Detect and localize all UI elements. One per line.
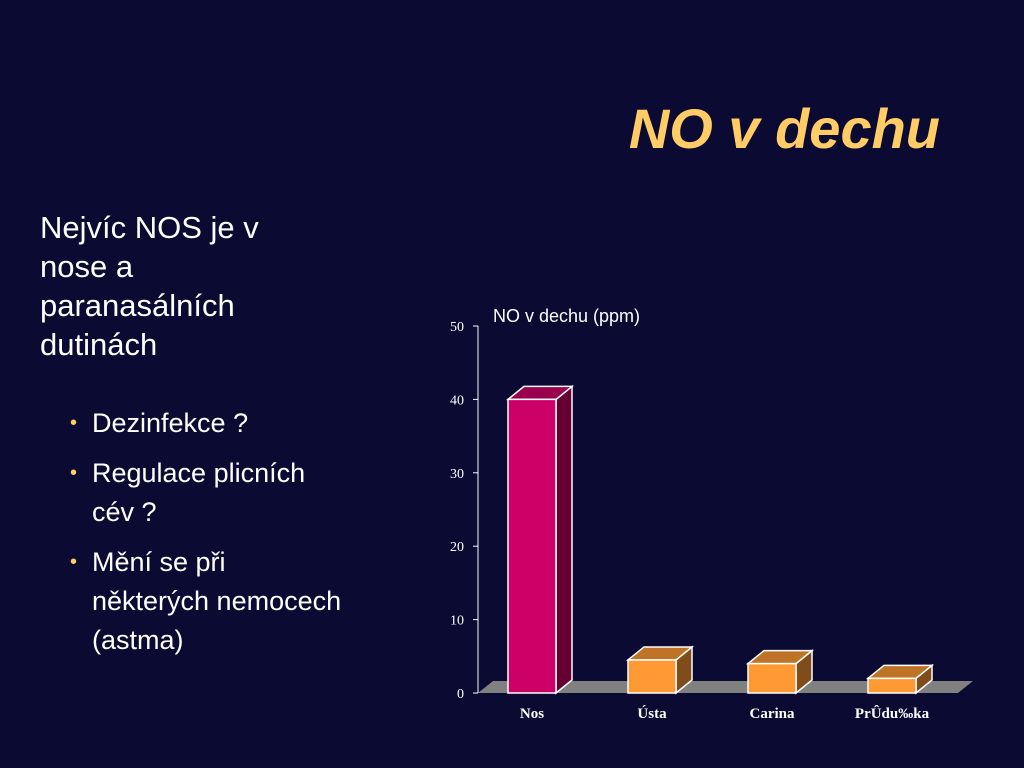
bullet-line: Regulace plicních	[92, 458, 306, 488]
heading-line: Nejvíc NOS je v	[40, 210, 259, 245]
floor	[478, 681, 973, 693]
bullet-line: Dezinfekce ?	[92, 408, 249, 438]
bullet: Dezinfekce ?	[70, 404, 341, 443]
x-tick-label: PrÛdu‰ka	[855, 705, 930, 722]
y-tick-label: 30	[450, 467, 464, 482]
bar	[625, 645, 695, 695]
bullet-line: cév ?	[92, 497, 157, 527]
bar-face	[507, 398, 557, 694]
bullet-line: (astma)	[92, 625, 184, 655]
bar	[505, 384, 575, 695]
slide-title: NO v dechu	[628, 97, 940, 160]
bullet-list: Dezinfekce ? Regulace plicních cév ? Mění s…	[70, 404, 341, 671]
bar-face	[555, 384, 573, 695]
y-tick-label: 0	[457, 687, 464, 702]
x-tick-label: Nos	[520, 706, 544, 722]
bar	[745, 649, 815, 695]
bar	[865, 663, 935, 695]
bar-face	[867, 677, 917, 694]
heading-line: dutinách	[40, 327, 158, 362]
bullet: Regulace plicních cév ?	[70, 454, 341, 532]
bullet: Mění se při některých nemocech (astma)	[70, 543, 341, 660]
bar-face	[747, 662, 797, 694]
x-tick-label: Ústa	[637, 705, 667, 722]
heading: Nejvíc NOS je v nose a paranasálních dutiná…	[40, 208, 259, 364]
y-tick-label: 10	[450, 614, 464, 629]
heading-line: nose a	[40, 249, 134, 284]
y-tick-label: 50	[450, 320, 464, 335]
y-tick-label: 20	[450, 540, 464, 555]
bullet-line: některých nemocech	[92, 586, 342, 616]
bar-face	[627, 659, 677, 694]
x-tick-label: Carina	[750, 706, 796, 722]
heading-line: paranasálních	[40, 288, 235, 323]
chart-title: NO v dechu (ppm)	[493, 306, 640, 326]
bullet-line: Mění se při	[92, 547, 226, 577]
y-tick-label: 40	[450, 393, 464, 408]
